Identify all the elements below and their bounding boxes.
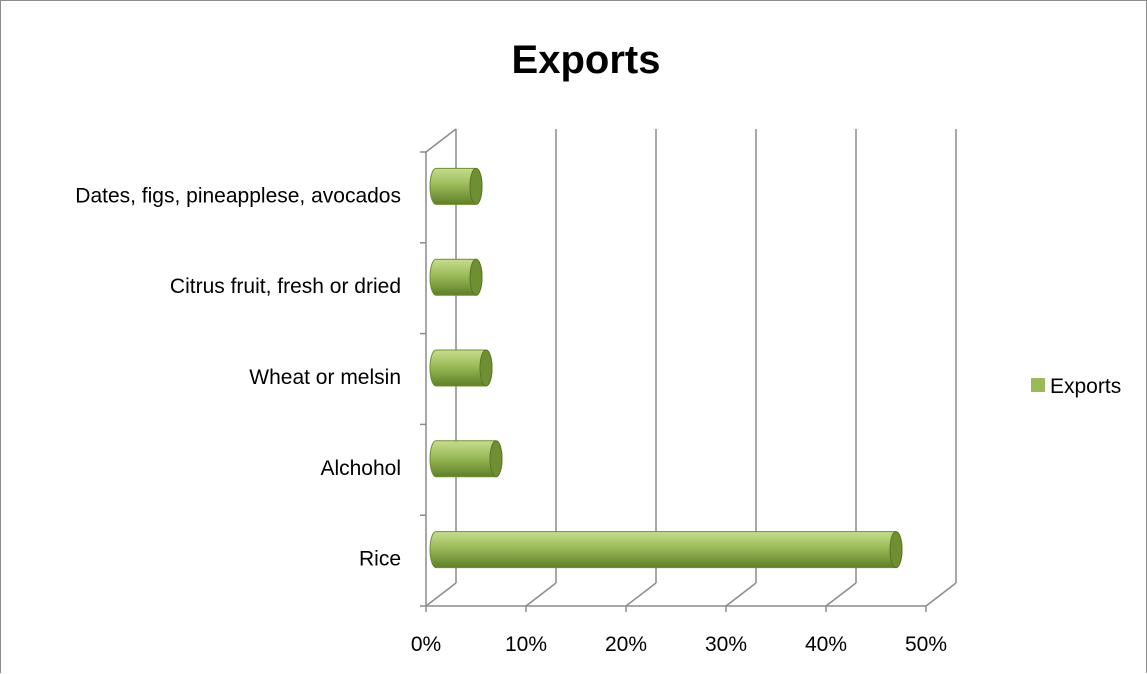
bar-cap bbox=[489, 440, 503, 478]
x-tick-label: 0% bbox=[411, 633, 441, 656]
category-label: Dates, figs, pineapplese, avocados bbox=[75, 184, 401, 207]
x-tick-label: 30% bbox=[705, 633, 747, 656]
category-label: Wheat or melsin bbox=[249, 366, 401, 389]
gridlines bbox=[425, 129, 957, 607]
legend-swatch bbox=[1031, 378, 1045, 392]
chart-title: Exports bbox=[512, 38, 661, 82]
category-label: Alchohol bbox=[320, 457, 401, 480]
bar-cap bbox=[469, 167, 483, 205]
bar bbox=[429, 531, 903, 569]
gridline-floor bbox=[725, 582, 757, 607]
category-labels: Rice Alchohol Wheat or melsin Citrus fruit,… bbox=[75, 184, 401, 570]
bar-cap bbox=[479, 349, 493, 387]
category-label: Rice bbox=[359, 548, 401, 571]
x-tick-label: 20% bbox=[605, 633, 647, 656]
x-tick-label: 10% bbox=[505, 633, 547, 656]
bar-body bbox=[429, 531, 903, 569]
gridline-floor bbox=[925, 582, 957, 607]
side-wall-edge bbox=[425, 128, 457, 153]
gridline-floor bbox=[625, 582, 657, 607]
bar-cap bbox=[469, 258, 483, 296]
legend-label: Exports bbox=[1050, 375, 1121, 398]
gridline-floor bbox=[525, 582, 557, 607]
x-tick-labels: 0% 10% 20% 30% 40% 50% bbox=[411, 633, 947, 656]
x-tick-label: 40% bbox=[805, 633, 847, 656]
x-tick-label: 50% bbox=[905, 633, 947, 656]
bar bbox=[429, 349, 493, 387]
legend: Exports bbox=[1031, 375, 1121, 398]
bar-cap bbox=[889, 531, 903, 569]
bar bbox=[429, 167, 483, 205]
axes bbox=[420, 128, 927, 612]
category-label: Citrus fruit, fresh or dried bbox=[170, 275, 401, 298]
bar bbox=[429, 440, 503, 478]
gridline-floor bbox=[425, 582, 457, 607]
bar bbox=[429, 258, 483, 296]
gridline-floor bbox=[825, 582, 857, 607]
bars bbox=[429, 167, 903, 569]
